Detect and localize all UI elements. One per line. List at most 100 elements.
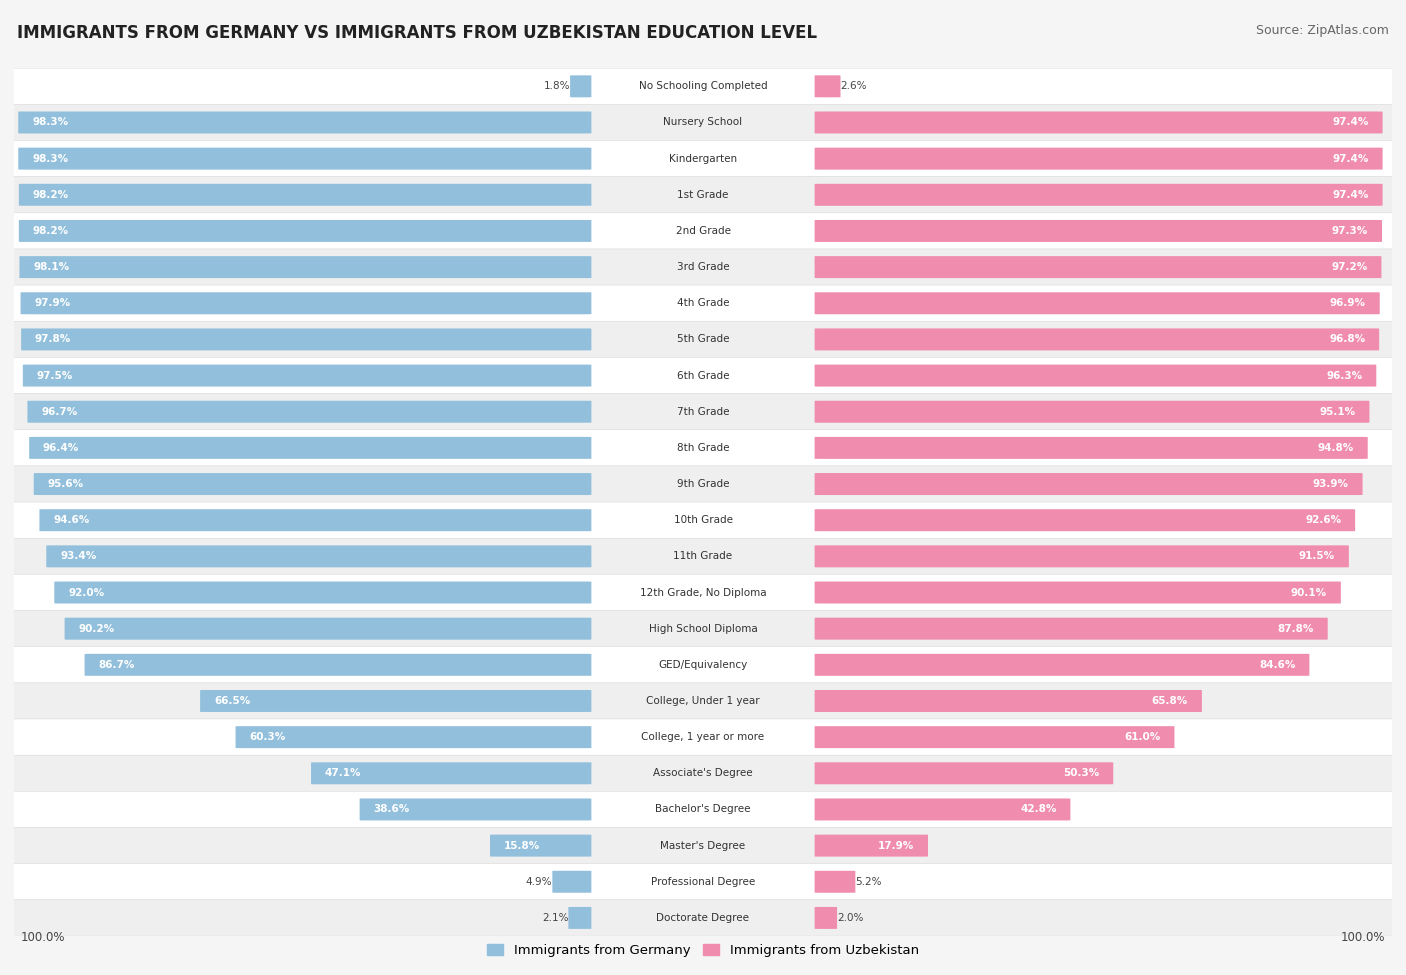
Text: GED/Equivalency: GED/Equivalency <box>658 660 748 670</box>
Text: 95.1%: 95.1% <box>1319 407 1355 416</box>
FancyBboxPatch shape <box>84 654 592 676</box>
Text: 2.6%: 2.6% <box>841 81 868 92</box>
FancyBboxPatch shape <box>814 147 1382 170</box>
Legend: Immigrants from Germany, Immigrants from Uzbekistan: Immigrants from Germany, Immigrants from… <box>482 938 924 962</box>
FancyBboxPatch shape <box>39 509 592 531</box>
Text: 97.4%: 97.4% <box>1333 154 1369 164</box>
Text: 1.8%: 1.8% <box>544 81 569 92</box>
Text: 97.3%: 97.3% <box>1331 226 1368 236</box>
Text: 98.3%: 98.3% <box>32 117 67 128</box>
FancyBboxPatch shape <box>18 220 592 242</box>
FancyBboxPatch shape <box>814 184 1382 206</box>
Text: 94.6%: 94.6% <box>53 515 90 526</box>
Text: 97.4%: 97.4% <box>1333 190 1369 200</box>
Text: 92.0%: 92.0% <box>67 588 104 598</box>
FancyBboxPatch shape <box>11 285 1395 322</box>
FancyBboxPatch shape <box>21 329 592 350</box>
FancyBboxPatch shape <box>11 394 1395 430</box>
FancyBboxPatch shape <box>11 610 1395 646</box>
FancyBboxPatch shape <box>11 502 1395 538</box>
FancyBboxPatch shape <box>200 690 592 712</box>
Text: 97.9%: 97.9% <box>34 298 70 308</box>
FancyBboxPatch shape <box>360 799 592 820</box>
Text: 42.8%: 42.8% <box>1021 804 1056 814</box>
FancyBboxPatch shape <box>569 75 592 98</box>
Text: Nursery School: Nursery School <box>664 117 742 128</box>
Text: College, 1 year or more: College, 1 year or more <box>641 732 765 742</box>
FancyBboxPatch shape <box>814 907 837 929</box>
Text: 93.9%: 93.9% <box>1313 479 1348 489</box>
Text: 96.9%: 96.9% <box>1330 298 1367 308</box>
FancyBboxPatch shape <box>11 538 1395 574</box>
Text: 91.5%: 91.5% <box>1299 551 1336 562</box>
Text: 86.7%: 86.7% <box>98 660 135 670</box>
Text: 65.8%: 65.8% <box>1152 696 1188 706</box>
FancyBboxPatch shape <box>553 871 592 893</box>
FancyBboxPatch shape <box>11 756 1395 792</box>
FancyBboxPatch shape <box>814 292 1379 314</box>
Text: 61.0%: 61.0% <box>1125 732 1161 742</box>
FancyBboxPatch shape <box>311 762 592 784</box>
Text: 2.1%: 2.1% <box>541 913 568 923</box>
Text: 96.4%: 96.4% <box>44 443 79 453</box>
Text: 96.7%: 96.7% <box>41 407 77 416</box>
Text: 97.5%: 97.5% <box>37 370 73 380</box>
FancyBboxPatch shape <box>21 292 592 314</box>
Text: 5.2%: 5.2% <box>855 877 882 887</box>
FancyBboxPatch shape <box>814 799 1070 820</box>
FancyBboxPatch shape <box>11 358 1395 394</box>
FancyBboxPatch shape <box>65 618 592 640</box>
FancyBboxPatch shape <box>18 184 592 206</box>
Text: 1st Grade: 1st Grade <box>678 190 728 200</box>
Text: 66.5%: 66.5% <box>214 696 250 706</box>
FancyBboxPatch shape <box>11 682 1395 720</box>
FancyBboxPatch shape <box>814 726 1174 748</box>
FancyBboxPatch shape <box>814 545 1348 567</box>
Text: 100.0%: 100.0% <box>1340 931 1385 945</box>
FancyBboxPatch shape <box>11 646 1395 682</box>
Text: 94.8%: 94.8% <box>1317 443 1354 453</box>
FancyBboxPatch shape <box>236 726 592 748</box>
FancyBboxPatch shape <box>814 618 1327 640</box>
Text: 92.6%: 92.6% <box>1305 515 1341 526</box>
Text: 96.8%: 96.8% <box>1329 334 1365 344</box>
Text: 10th Grade: 10th Grade <box>673 515 733 526</box>
Text: Associate's Degree: Associate's Degree <box>654 768 752 778</box>
FancyBboxPatch shape <box>55 581 592 604</box>
Text: 93.4%: 93.4% <box>60 551 97 562</box>
Text: 2nd Grade: 2nd Grade <box>675 226 731 236</box>
Text: Kindergarten: Kindergarten <box>669 154 737 164</box>
Text: 8th Grade: 8th Grade <box>676 443 730 453</box>
Text: 100.0%: 100.0% <box>21 931 66 945</box>
FancyBboxPatch shape <box>11 864 1395 900</box>
FancyBboxPatch shape <box>11 140 1395 176</box>
FancyBboxPatch shape <box>568 907 592 929</box>
FancyBboxPatch shape <box>11 466 1395 502</box>
Text: 4.9%: 4.9% <box>526 877 553 887</box>
FancyBboxPatch shape <box>814 654 1309 676</box>
Text: 6th Grade: 6th Grade <box>676 370 730 380</box>
FancyBboxPatch shape <box>814 835 928 857</box>
Text: 5th Grade: 5th Grade <box>676 334 730 344</box>
FancyBboxPatch shape <box>11 828 1395 864</box>
FancyBboxPatch shape <box>34 473 592 495</box>
FancyBboxPatch shape <box>814 762 1114 784</box>
Text: 97.2%: 97.2% <box>1331 262 1368 272</box>
Text: 17.9%: 17.9% <box>877 840 914 850</box>
FancyBboxPatch shape <box>491 835 592 857</box>
FancyBboxPatch shape <box>814 690 1202 712</box>
Text: 60.3%: 60.3% <box>249 732 285 742</box>
FancyBboxPatch shape <box>11 574 1395 610</box>
Text: 90.2%: 90.2% <box>79 624 114 634</box>
FancyBboxPatch shape <box>11 213 1395 249</box>
Text: 90.1%: 90.1% <box>1291 588 1327 598</box>
Text: 15.8%: 15.8% <box>503 840 540 850</box>
Text: No Schooling Completed: No Schooling Completed <box>638 81 768 92</box>
Text: IMMIGRANTS FROM GERMANY VS IMMIGRANTS FROM UZBEKISTAN EDUCATION LEVEL: IMMIGRANTS FROM GERMANY VS IMMIGRANTS FR… <box>17 24 817 42</box>
Text: 9th Grade: 9th Grade <box>676 479 730 489</box>
FancyBboxPatch shape <box>11 176 1395 213</box>
FancyBboxPatch shape <box>814 473 1362 495</box>
FancyBboxPatch shape <box>11 68 1395 104</box>
Text: 7th Grade: 7th Grade <box>676 407 730 416</box>
Text: Source: ZipAtlas.com: Source: ZipAtlas.com <box>1256 24 1389 37</box>
